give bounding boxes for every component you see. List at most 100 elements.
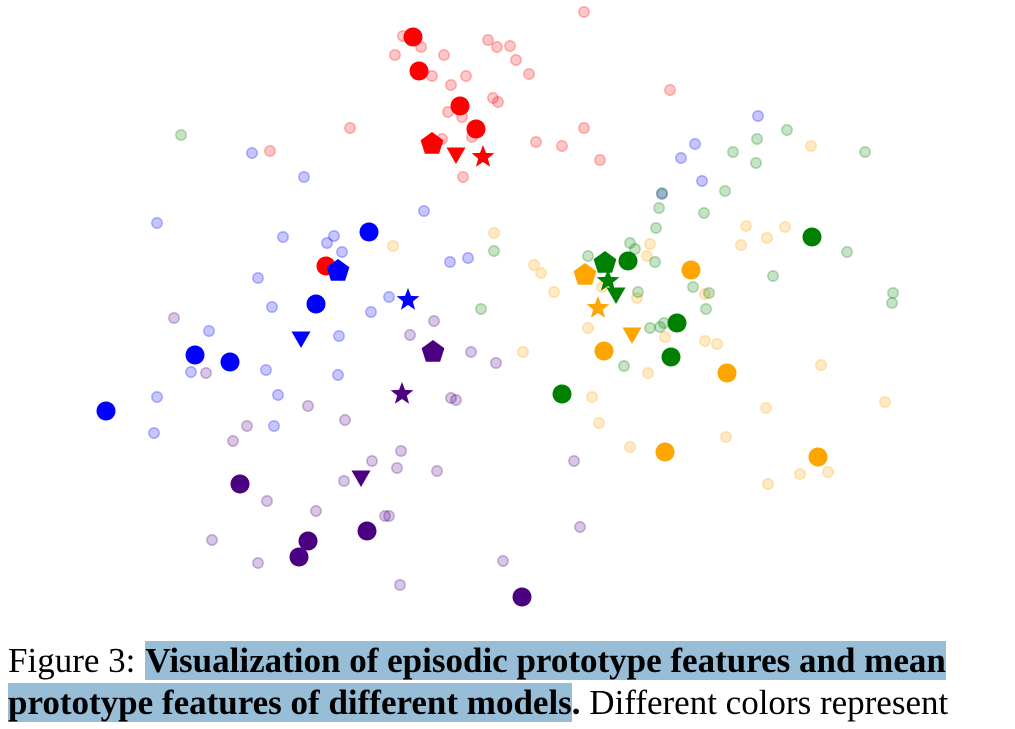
faint-point-purple <box>339 414 351 426</box>
faint-point-red <box>664 84 676 96</box>
faint-point-green <box>654 321 666 333</box>
faint-point-purple <box>261 495 273 507</box>
faint-point-blue <box>272 389 284 401</box>
faint-point-purple <box>200 367 212 379</box>
faint-point-green <box>624 237 636 249</box>
faint-point-red <box>492 96 504 108</box>
star-marker-blue <box>396 288 420 310</box>
pentagon-marker-blue <box>326 259 350 281</box>
faint-point-purple <box>490 357 502 369</box>
faint-point-green <box>703 287 715 299</box>
faint-point-orange <box>735 239 747 251</box>
faint-point-purple <box>310 505 322 517</box>
triangle-marker-blue <box>291 331 311 348</box>
faint-point-orange <box>659 331 671 343</box>
faint-point-purple <box>252 557 264 569</box>
faint-point-purple <box>450 394 462 406</box>
faint-point-red <box>389 49 401 61</box>
faint-point-blue <box>656 188 668 200</box>
episode-point-red <box>403 27 423 47</box>
faint-point-orange <box>760 402 772 414</box>
faint-point-orange <box>699 288 711 300</box>
caption-line-1: Figure 3: Visualization of episodic proto… <box>8 640 1008 682</box>
faint-point-blue <box>689 138 701 150</box>
faint-point-orange <box>815 359 827 371</box>
episode-point-orange <box>808 447 828 467</box>
faint-point-blue <box>696 175 708 187</box>
faint-point-red <box>445 79 457 91</box>
faint-point-orange <box>805 140 817 152</box>
faint-point-red <box>438 49 450 61</box>
faint-point-purple <box>497 555 509 567</box>
faint-point-green <box>887 287 899 299</box>
faint-point-purple <box>241 420 253 432</box>
faint-point-green <box>618 360 630 372</box>
faint-point-orange <box>641 250 653 262</box>
episode-point-green <box>667 313 687 333</box>
faint-point-orange <box>528 259 540 271</box>
faint-point-red <box>487 92 499 104</box>
faint-point-blue <box>321 237 333 249</box>
faint-point-purple <box>404 329 416 341</box>
faint-point-blue <box>151 217 163 229</box>
faint-point-orange <box>711 338 723 350</box>
faint-point-orange <box>762 478 774 490</box>
faint-point-purple <box>366 455 378 467</box>
episode-point-orange <box>655 442 675 462</box>
triangle-marker-purple <box>351 470 371 487</box>
faint-point-orange <box>582 322 594 334</box>
faint-point-green <box>632 286 644 298</box>
caption-highlight-2: prototype features of different models <box>8 683 572 722</box>
faint-point-green <box>727 146 739 158</box>
faint-point-red <box>504 40 516 52</box>
faint-point-blue <box>246 147 258 159</box>
star-marker-purple <box>390 382 414 404</box>
pentagon-marker-purple <box>421 340 445 362</box>
faint-point-green <box>859 146 871 158</box>
faint-point-blue <box>752 110 764 122</box>
faint-point-orange <box>740 220 752 232</box>
faint-point-purple <box>379 510 391 522</box>
faint-point-orange <box>631 292 643 304</box>
faint-point-purple <box>338 475 350 487</box>
episode-point-purple <box>289 547 309 567</box>
episode-point-green <box>552 384 572 404</box>
faint-point-purple <box>227 435 239 447</box>
faint-point-green <box>629 243 641 255</box>
faint-point-red <box>510 54 522 66</box>
faint-point-green <box>649 256 661 268</box>
faint-point-green <box>700 303 712 315</box>
faint-point-blue <box>277 231 289 243</box>
faint-point-green <box>475 303 487 315</box>
caption-line-2: prototype features of different models. … <box>8 682 1008 724</box>
episode-point-green <box>618 251 638 271</box>
faint-point-red <box>556 140 568 152</box>
episode-point-red <box>450 96 470 116</box>
faint-point-orange <box>779 221 791 233</box>
faint-point-red <box>457 171 469 183</box>
star-marker-green <box>596 269 620 291</box>
faint-point-orange <box>586 391 598 403</box>
triangle-marker-orange <box>622 327 642 344</box>
faint-point-red <box>578 6 590 18</box>
faint-point-purple <box>465 346 477 358</box>
faint-point-green <box>751 133 763 145</box>
episode-point-orange <box>594 341 614 361</box>
faint-point-orange <box>642 367 654 379</box>
figure-label: Figure 3: <box>8 641 136 680</box>
faint-point-blue <box>365 306 377 318</box>
faint-point-green <box>886 297 898 309</box>
faint-point-orange <box>822 466 834 478</box>
faint-point-blue <box>252 272 264 284</box>
faint-point-blue <box>675 152 687 164</box>
faint-point-blue <box>298 171 310 183</box>
triangle-marker-green <box>606 287 626 304</box>
faint-point-purple <box>574 521 586 533</box>
scatter-plot <box>96 6 899 607</box>
faint-point-orange <box>387 240 399 252</box>
episode-point-red <box>466 119 486 139</box>
faint-point-blue <box>203 325 215 337</box>
faint-point-blue <box>333 330 345 342</box>
episode-point-orange <box>681 260 701 280</box>
faint-point-purple <box>568 455 580 467</box>
